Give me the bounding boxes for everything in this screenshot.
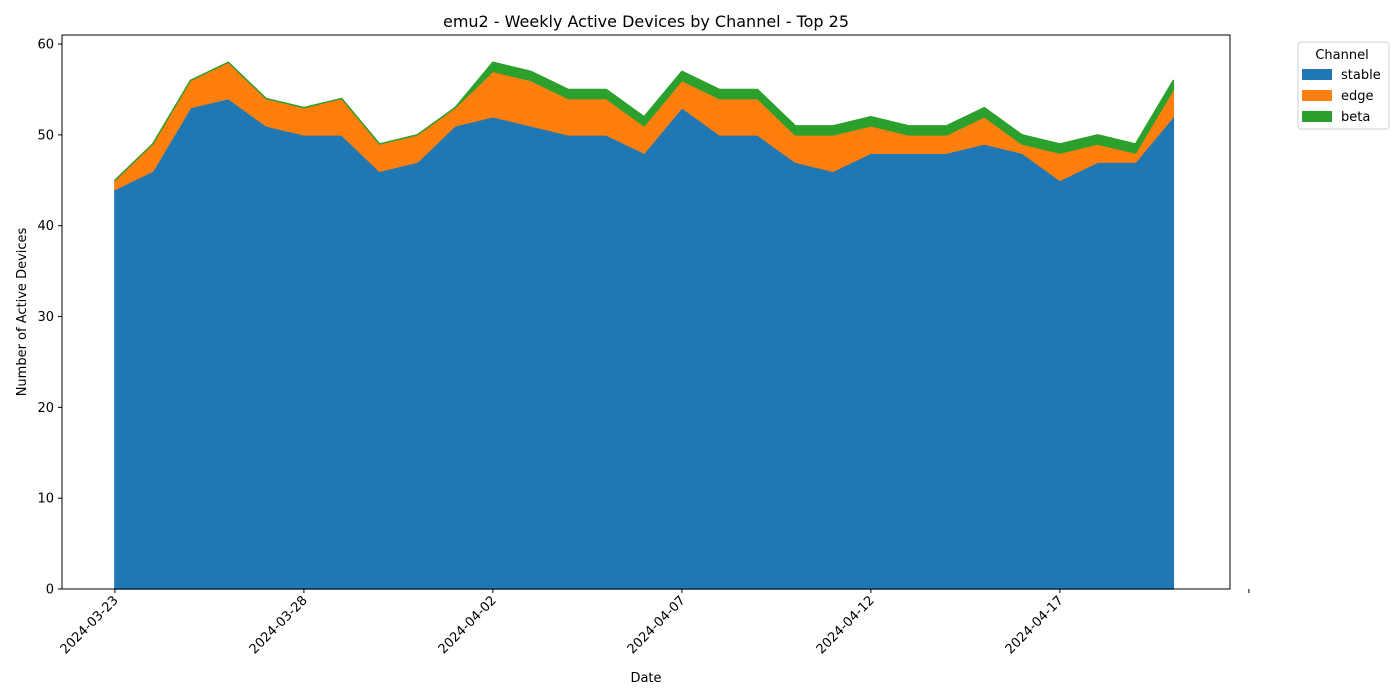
y-tick-label: 50 — [37, 128, 54, 143]
y-axis-label: Number of Active Devices — [15, 227, 30, 396]
legend-swatch-edge — [1302, 90, 1332, 101]
legend-label-beta: beta — [1341, 110, 1370, 125]
legend-title: Channel — [1315, 48, 1368, 63]
legend: Channel stable edge beta — [1297, 41, 1390, 130]
y-tick-label: 0 — [46, 583, 54, 598]
y-tick-label: 10 — [37, 492, 54, 507]
legend-label-stable: stable — [1341, 68, 1381, 83]
x-tick-label: 2024-03-23 — [58, 593, 122, 657]
x-axis: 2024-03-23 2024-03-28 2024-04-02 2024-04-07… — [58, 589, 1250, 657]
y-tick-label: 30 — [37, 310, 54, 325]
y-tick-label: 20 — [37, 401, 54, 416]
x-axis-label: Date — [630, 671, 661, 686]
legend-swatch-stable — [1302, 69, 1332, 80]
x-tick-label: 2024-03-28 — [247, 593, 311, 657]
legend-label-edge: edge — [1341, 89, 1374, 104]
y-tick-label: 40 — [37, 219, 54, 234]
x-tick-label: 2024-04-07 — [625, 593, 689, 657]
plot-frame — [61, 34, 1231, 590]
legend-frame — [1297, 41, 1390, 130]
area-stable — [114, 97, 1175, 590]
x-tick-label: 2024-04-17 — [1003, 593, 1067, 657]
x-tick-label: 2024-04-02 — [436, 593, 500, 657]
x-tick-label: 2024-04-12 — [814, 593, 878, 657]
legend-swatch-beta — [1302, 111, 1332, 122]
area-layers — [114, 61, 1175, 590]
chart-title: emu2 - Weekly Active Devices by Channel … — [443, 12, 849, 31]
y-tick-label: 60 — [37, 38, 54, 53]
area-beta — [114, 61, 1175, 182]
y-axis: 0 10 20 30 40 50 60 — [37, 38, 62, 598]
